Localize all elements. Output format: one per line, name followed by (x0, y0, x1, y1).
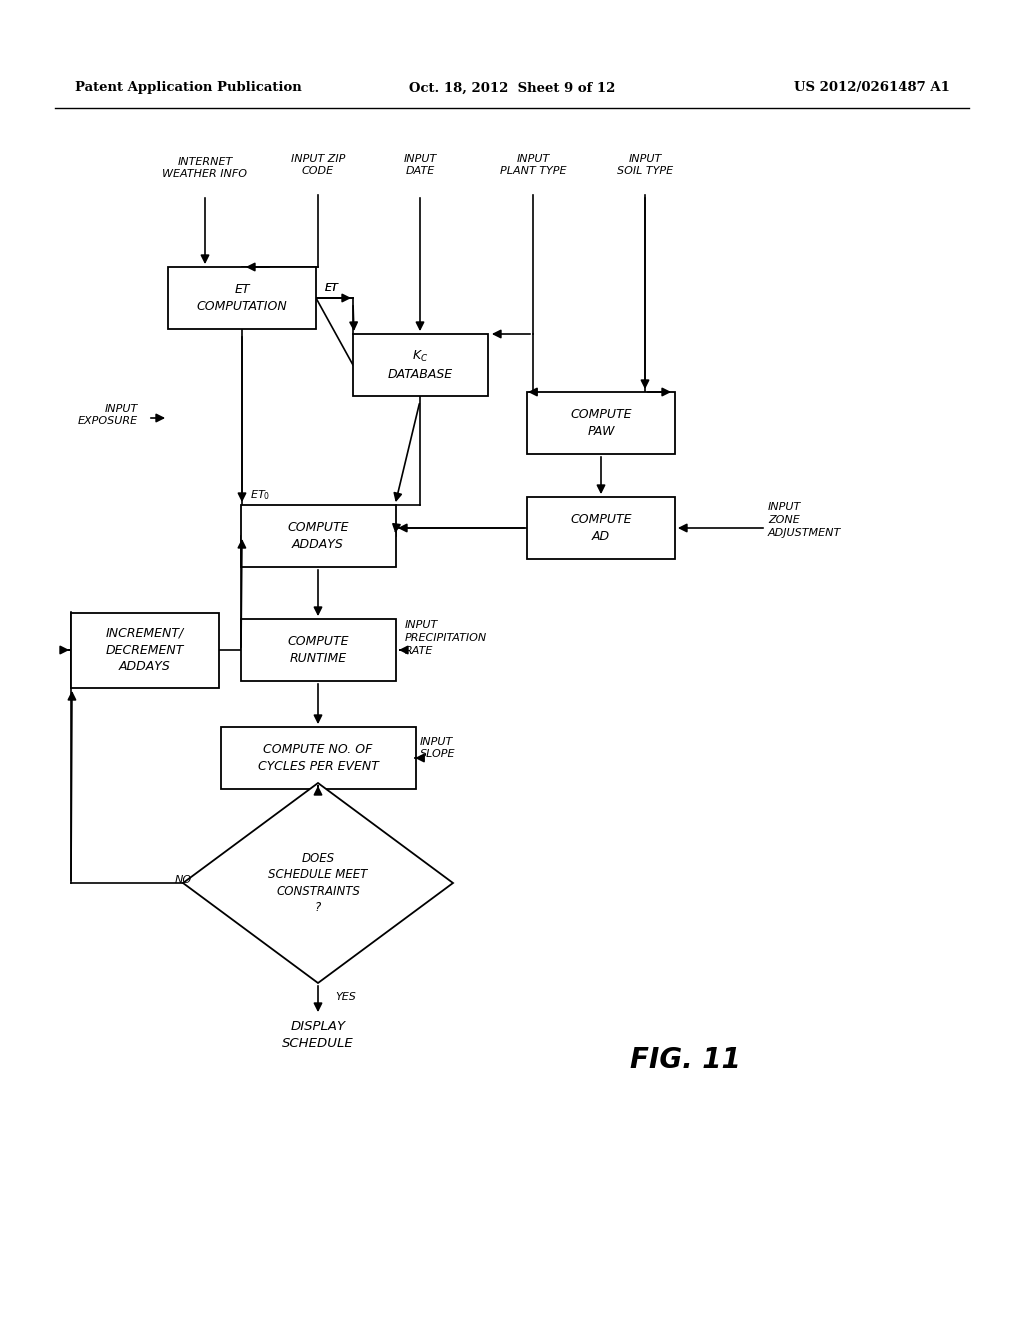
Text: INPUT
EXPOSURE: INPUT EXPOSURE (78, 404, 138, 426)
Text: COMPUTE
PAW: COMPUTE PAW (570, 408, 632, 438)
Text: INPUT
SLOPE: INPUT SLOPE (420, 737, 456, 759)
Text: DOES
SCHEDULE MEET
CONSTRAINTS
?: DOES SCHEDULE MEET CONSTRAINTS ? (268, 851, 368, 915)
Text: ET: ET (325, 282, 339, 293)
Bar (71, 612, 219, 688)
Text: ET: ET (325, 282, 339, 293)
Text: INPUT
ZONE
ADJUSTMENT: INPUT ZONE ADJUSTMENT (768, 502, 842, 537)
Text: INCREMENT/
DECREMENT
ADDAYS: INCREMENT/ DECREMENT ADDAYS (105, 627, 184, 673)
Text: INPUT
SOIL TYPE: INPUT SOIL TYPE (616, 153, 673, 177)
Text: $K_C$
DATABASE: $K_C$ DATABASE (387, 348, 453, 381)
Bar (527, 498, 675, 558)
Text: Patent Application Publication: Patent Application Publication (75, 82, 302, 95)
Text: INPUT
PRECIPITATION
RATE: INPUT PRECIPITATION RATE (406, 620, 487, 656)
Text: INPUT
PLANT TYPE: INPUT PLANT TYPE (500, 153, 566, 177)
Bar (527, 392, 675, 454)
Text: $ET_0$: $ET_0$ (250, 488, 270, 502)
Bar (168, 267, 316, 329)
Text: NO: NO (175, 875, 193, 884)
Text: COMPUTE NO. OF
CYCLES PER EVENT: COMPUTE NO. OF CYCLES PER EVENT (258, 743, 379, 774)
Text: ET
COMPUTATION: ET COMPUTATION (197, 282, 288, 313)
Bar (352, 334, 487, 396)
Text: COMPUTE
ADDAYS: COMPUTE ADDAYS (288, 521, 349, 550)
Polygon shape (183, 783, 453, 983)
Bar (220, 727, 416, 789)
Text: INPUT
DATE: INPUT DATE (403, 153, 436, 177)
Bar (241, 506, 395, 568)
Text: FIG. 11: FIG. 11 (630, 1045, 740, 1074)
Text: COMPUTE
AD: COMPUTE AD (570, 513, 632, 543)
Text: US 2012/0261487 A1: US 2012/0261487 A1 (795, 82, 950, 95)
Text: COMPUTE
RUNTIME: COMPUTE RUNTIME (288, 635, 349, 665)
Text: YES: YES (335, 993, 356, 1002)
Text: INTERNET
WEATHER INFO: INTERNET WEATHER INFO (163, 157, 248, 180)
Bar (241, 619, 395, 681)
Text: DISPLAY
SCHEDULE: DISPLAY SCHEDULE (283, 1020, 354, 1049)
Text: INPUT ZIP
CODE: INPUT ZIP CODE (291, 153, 345, 177)
Text: Oct. 18, 2012  Sheet 9 of 12: Oct. 18, 2012 Sheet 9 of 12 (409, 82, 615, 95)
